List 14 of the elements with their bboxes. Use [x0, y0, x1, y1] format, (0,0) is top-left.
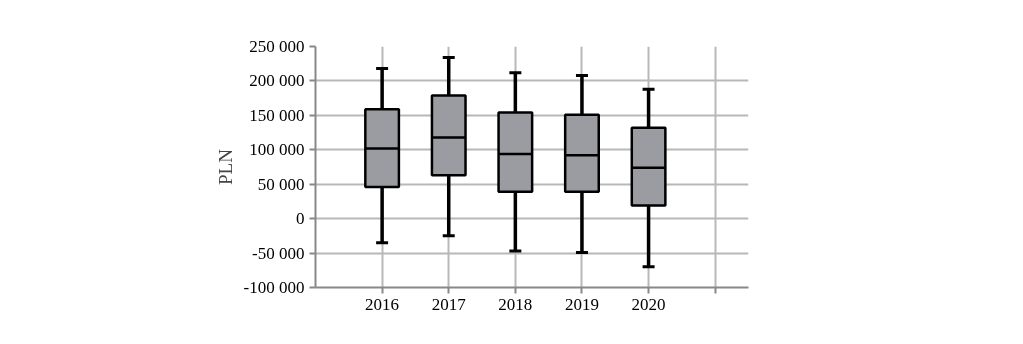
- y-axis-title: PLN: [214, 148, 236, 185]
- x-tick-label: 2019: [564, 294, 599, 314]
- y-tick-label: -100 000: [243, 278, 305, 297]
- y-tick-label: 150 000: [249, 105, 305, 125]
- x-tick-label: 2018: [498, 294, 533, 314]
- y-tick-label: 200 000: [249, 71, 305, 91]
- y-tick-label: 0: [296, 209, 305, 229]
- x-tick-label: 2017: [431, 294, 467, 314]
- y-tick-label: 100 000: [249, 140, 305, 160]
- x-tick-label: 2020: [631, 294, 666, 314]
- x-tick-label: 2016: [365, 294, 400, 314]
- y-tick-label: -50 000: [252, 243, 305, 263]
- y-tick-label: 250 000: [249, 37, 305, 56]
- y-tick-label: 50 000: [257, 174, 305, 194]
